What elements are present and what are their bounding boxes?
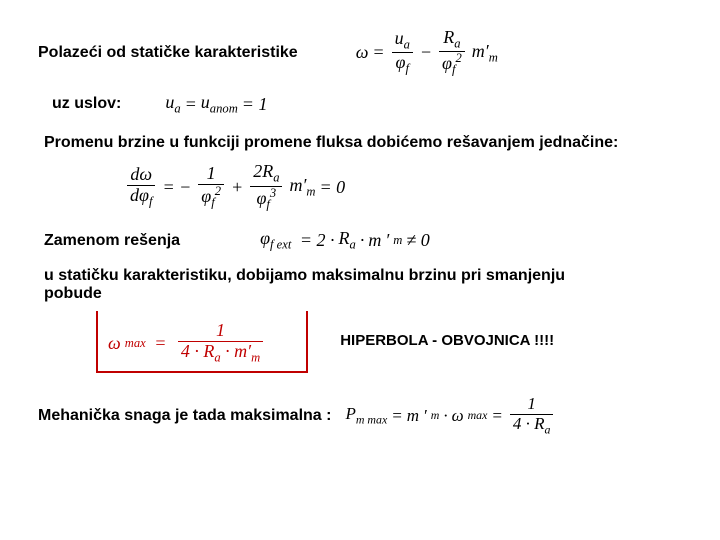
box-border-right bbox=[306, 311, 308, 373]
row-omega-max: ωmax = 14 · Ra · m′m HIPERBOLA - OBVOJNI… bbox=[96, 313, 682, 367]
text-static-char: Polazeći od statičke karakteristike bbox=[38, 44, 298, 62]
row-static-char: Polazeći od statičke karakteristike ω= u… bbox=[38, 28, 682, 78]
boxed-omega-max: ωmax = 14 · Ra · m′m bbox=[96, 313, 280, 367]
text-uslov: uz uslov: bbox=[52, 95, 121, 113]
box-border-bottom bbox=[96, 371, 308, 373]
row-zamenom: Zamenom rešenja φf ext = 2 · Ra · m′m ≠ … bbox=[44, 228, 682, 253]
row-derivative: dωdφf = − 1φf2 + 2Raφf3 m′m = 0 bbox=[124, 162, 682, 212]
formula-omega: ω= uaφf − Raφf2 m′m bbox=[356, 28, 498, 78]
row-mehanicka: Mehanička snaga je tada maksimalna : Pm … bbox=[38, 395, 682, 436]
formula-derivative: dωdφf = − 1φf2 + 2Raφf3 m′m = 0 bbox=[124, 162, 345, 212]
text-u-staticku: u statičku karakteristiku, dobijamo maks… bbox=[44, 267, 604, 303]
formula-pm-max: Pm max = m′m · ωmax = 14 · Ra bbox=[345, 395, 556, 436]
box-border-left bbox=[96, 311, 98, 373]
text-promenu: Promenu brzine u funkciji promene fluksa… bbox=[44, 134, 664, 152]
text-zamenom: Zamenom rešenja bbox=[44, 232, 180, 250]
row-uslov: uz uslov: ua = uanom = 1 bbox=[52, 92, 682, 117]
text-mehanicka: Mehanička snaga je tada maksimalna : bbox=[38, 407, 331, 425]
text-hiperbola: HIPERBOLA - OBVOJNICA !!!! bbox=[340, 332, 554, 349]
formula-omega-max: ωmax = 14 · Ra · m′m bbox=[108, 321, 266, 365]
formula-uslov: ua = uanom = 1 bbox=[165, 92, 267, 117]
formula-phi-ext: φf ext = 2 · Ra · m′m ≠ 0 bbox=[260, 228, 430, 253]
